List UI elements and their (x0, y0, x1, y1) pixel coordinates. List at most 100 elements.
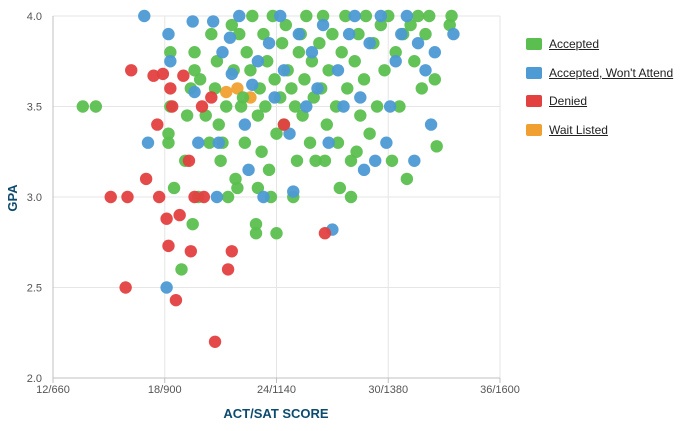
point-denied (104, 190, 117, 204)
legend-item-accepted-wont-attend[interactable]: Accepted, Won't Attend (526, 59, 673, 88)
point-accepted-won-t-attend (162, 27, 175, 41)
point-accepted (238, 136, 252, 149)
point-accepted-won-t-attend (164, 55, 177, 68)
point-accepted-won-t-attend (233, 9, 246, 23)
point-denied (156, 67, 170, 81)
y-tick-label: 3.5 (27, 102, 42, 114)
point-accepted (188, 46, 201, 59)
point-denied (162, 239, 175, 253)
legend-item-accepted[interactable]: Accepted (526, 30, 673, 59)
point-accepted (249, 227, 263, 240)
point-accepted (188, 64, 201, 77)
point-accepted-won-t-attend (322, 136, 335, 149)
point-accepted (234, 100, 248, 113)
point-accepted (193, 73, 207, 86)
point-accepted-won-t-attend (408, 154, 421, 167)
point-accepted-won-t-attend (447, 27, 460, 41)
point-accepted (344, 154, 358, 167)
point-accepted (370, 100, 384, 113)
point-accepted (270, 227, 283, 240)
point-accepted-won-t-attend (210, 190, 224, 204)
point-accepted (318, 154, 332, 167)
point-accepted (246, 9, 259, 23)
x-tick-label: 18/900 (148, 384, 182, 396)
point-accepted-won-t-attend (251, 55, 265, 68)
point-accepted (186, 217, 199, 231)
point-accepted (257, 27, 270, 41)
point-accepted (341, 82, 354, 95)
point-accepted (210, 55, 224, 68)
point-accepted-won-t-attend (424, 118, 438, 131)
point-accepted (445, 9, 458, 23)
point-accepted (255, 145, 268, 158)
point-accepted-won-t-attend (186, 15, 199, 28)
x-tick-labels: 12/660 18/900 24/1140 30/1380 36/1600 (36, 384, 520, 396)
point-accepted-won-t-attend (212, 136, 225, 149)
point-accepted (385, 154, 399, 167)
point-denied (277, 118, 291, 131)
legend-label: Wait Listed (549, 122, 608, 137)
point-denied (184, 245, 198, 258)
point-accepted (344, 190, 358, 204)
point-accepted (180, 109, 194, 122)
point-accepted (326, 27, 339, 41)
point-denied (197, 190, 211, 204)
point-accepted (162, 127, 175, 140)
point-accepted (251, 109, 265, 122)
y-tick-label: 2.0 (27, 373, 42, 385)
point-accepted (393, 100, 406, 113)
point-accepted (339, 9, 352, 23)
point-accepted-won-t-attend (225, 67, 238, 81)
point-accepted (270, 127, 283, 140)
point-accepted-won-t-attend (395, 27, 408, 41)
point-accepted-won-t-attend (342, 27, 356, 41)
legend-item-wait-listed[interactable]: Wait Listed (526, 116, 673, 145)
point-accepted (333, 181, 347, 195)
point-accepted-won-t-attend (311, 82, 324, 95)
point-accepted-won-t-attend (380, 136, 393, 149)
data-points (76, 9, 460, 348)
point-accepted (430, 140, 443, 153)
point-accepted (292, 46, 306, 59)
point-accepted-won-t-attend (305, 46, 319, 59)
legend-label: Denied (549, 94, 588, 109)
point-accepted (251, 181, 265, 195)
point-denied (119, 281, 132, 294)
axes (52, 16, 501, 383)
point-accepted-won-t-attend (411, 36, 425, 50)
point-accepted (225, 18, 238, 32)
point-accepted (244, 64, 257, 77)
point-accepted (320, 118, 333, 131)
legend-item-denied[interactable]: Denied (526, 87, 673, 116)
point-accepted-won-t-attend (268, 91, 281, 104)
legend-swatch (526, 38, 542, 51)
point-accepted (167, 181, 181, 195)
point-denied (121, 190, 134, 204)
point-accepted (300, 9, 313, 23)
point-accepted-won-t-attend (348, 9, 361, 23)
point-denied (173, 208, 186, 222)
legend-label: Accepted, Won't Attend (549, 65, 674, 80)
point-accepted-won-t-attend (160, 281, 173, 294)
legend-label: Accepted (549, 37, 600, 52)
point-wait-listed (220, 85, 233, 99)
point-accepted (76, 100, 90, 113)
point-accepted (260, 55, 274, 68)
point-accepted-won-t-attend (246, 78, 259, 91)
point-accepted (309, 154, 322, 167)
point-accepted-won-t-attend (141, 136, 155, 149)
point-accepted (354, 109, 367, 122)
point-accepted (249, 217, 263, 231)
point-accepted (285, 82, 298, 95)
y-tick-label: 4.0 (27, 11, 42, 23)
point-denied (208, 335, 222, 348)
point-denied (318, 227, 332, 240)
x-tick-label: 12/660 (36, 384, 70, 396)
y-tick-labels: 2.0 2.5 3.0 3.5 4.0 (27, 11, 42, 385)
point-accepted (423, 9, 436, 23)
point-accepted-won-t-attend (238, 118, 252, 131)
point-accepted-won-t-attend (138, 9, 151, 23)
point-denied (166, 100, 179, 113)
point-accepted (279, 18, 293, 32)
point-accepted (162, 136, 175, 149)
